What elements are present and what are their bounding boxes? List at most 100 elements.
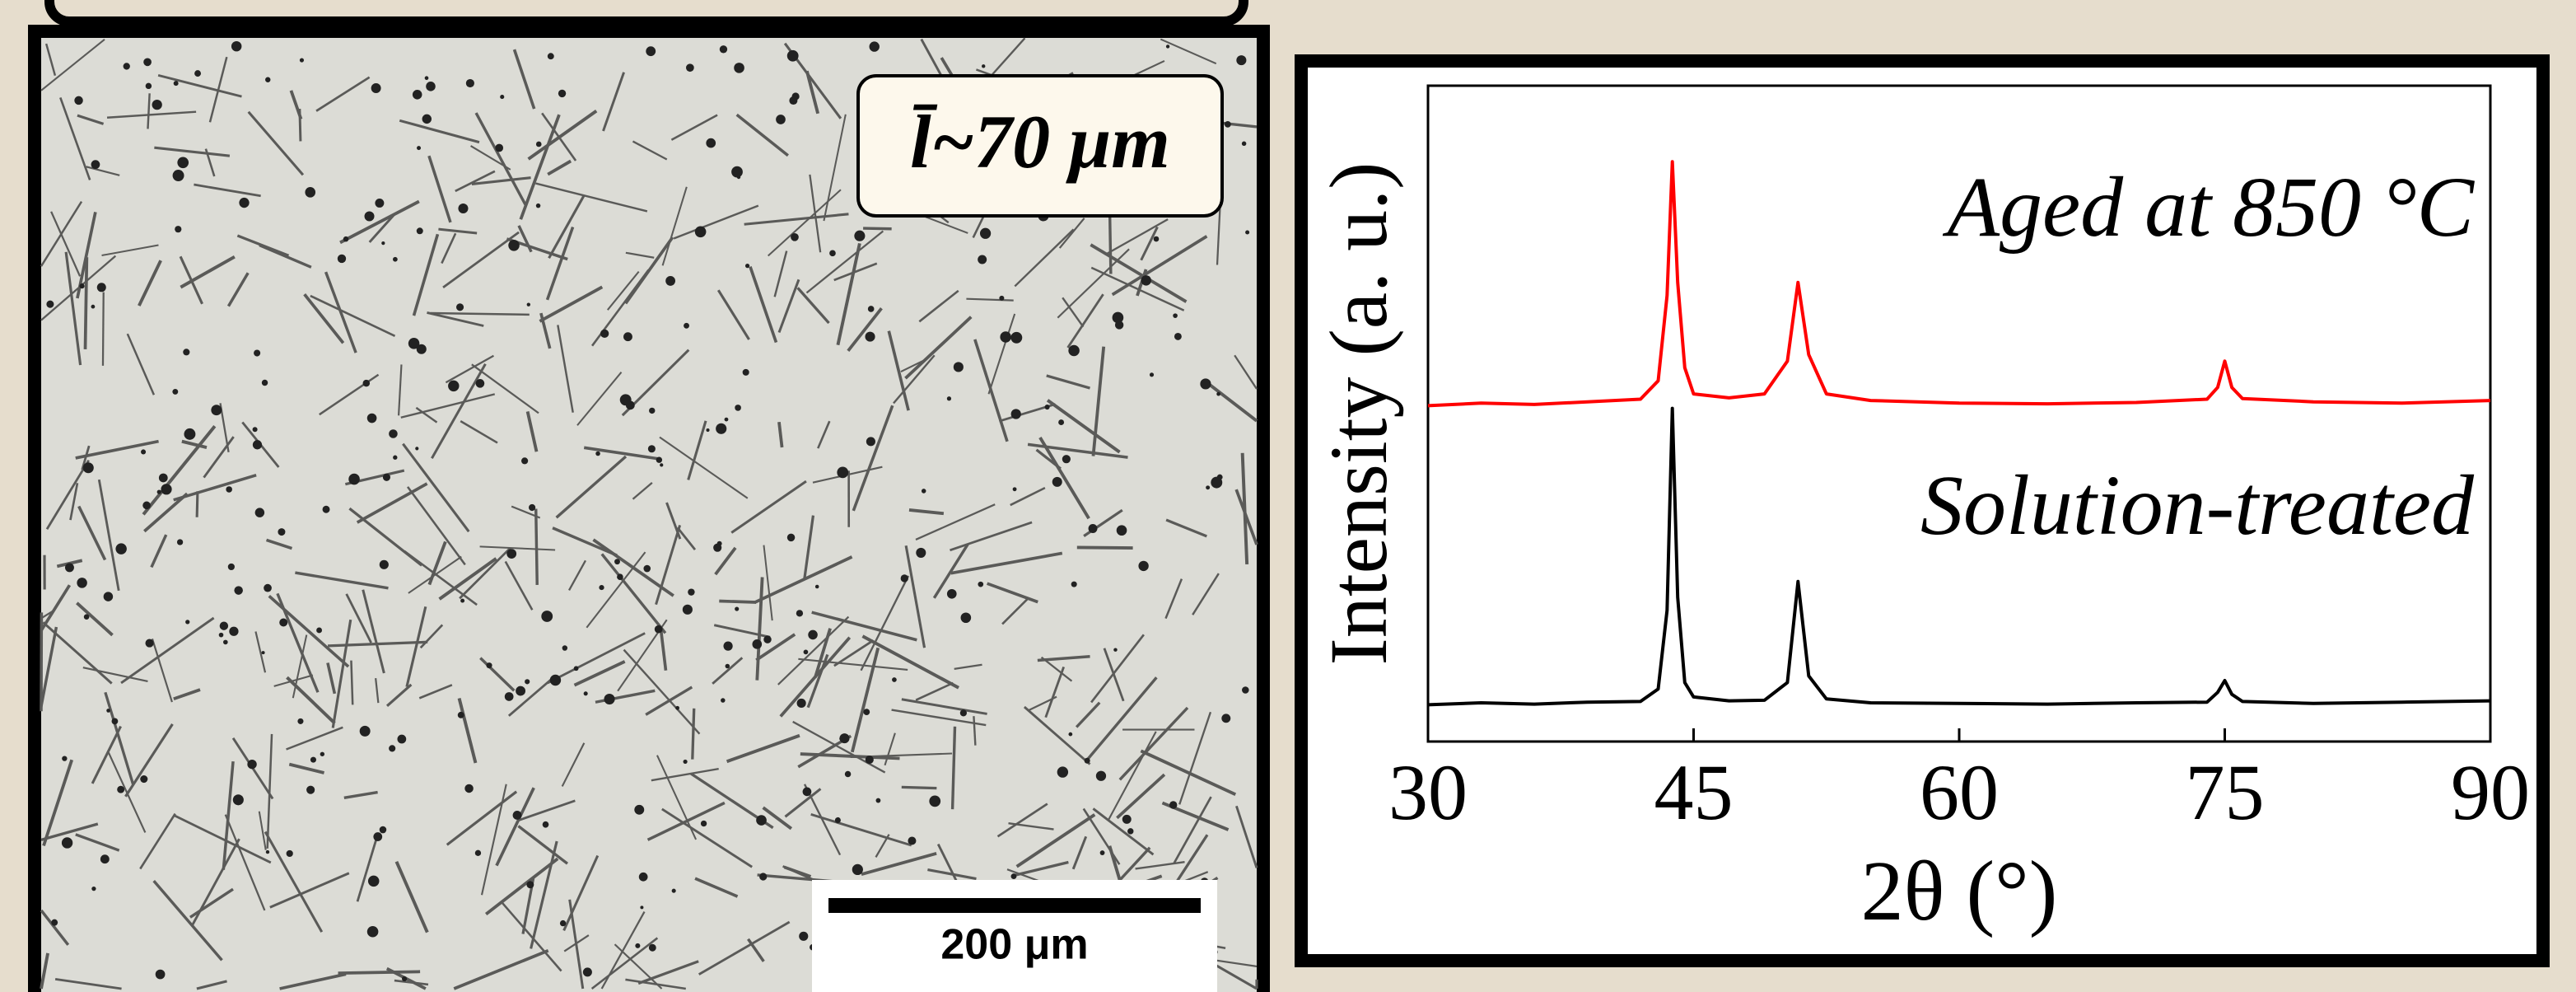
inclusion [1225,121,1231,128]
inclusion [177,539,183,545]
inclusion [513,811,522,820]
inclusion [185,620,189,624]
inclusion [837,467,848,479]
inclusion [1113,312,1124,324]
inclusion [723,642,732,651]
inclusion [815,585,819,589]
inclusion [371,83,381,93]
inclusion [1154,236,1160,242]
inclusion [947,589,957,599]
inclusion [731,166,743,178]
inclusion [229,627,238,636]
inclusion [688,588,694,595]
inclusion [91,887,96,891]
inclusion [1113,648,1117,651]
inclusion [266,850,269,854]
inclusion [999,296,1004,301]
inclusion [717,541,722,546]
inclusion [978,255,987,264]
inclusion [233,794,244,805]
inclusion [600,330,609,338]
inclusion [839,737,842,740]
inclusion [706,138,716,148]
inclusion [876,798,881,803]
inclusion [159,474,168,483]
grain-boundary [536,509,538,585]
inclusion [495,144,503,152]
inclusion [104,592,113,601]
inclusion [174,81,179,86]
inclusion [156,970,166,980]
inclusion [117,786,124,793]
inclusion [505,692,514,701]
inclusion [124,63,130,69]
inclusion [865,332,875,342]
inclusion [183,349,189,355]
inclusion [380,826,387,834]
inclusion [310,757,316,763]
inclusion [262,380,268,386]
inclusion [901,574,908,582]
inclusion [541,611,553,622]
inclusion [655,625,663,634]
inclusion [506,549,516,559]
grain-boundary [338,971,421,973]
inclusion [254,350,260,357]
inclusion [525,679,530,684]
inclusion [1242,142,1246,146]
inclusion [623,332,632,341]
inclusion [1085,758,1090,764]
inclusion [646,46,656,56]
inclusion [776,115,786,124]
inclusion [253,440,262,449]
inclusion [1236,55,1246,65]
inclusion [389,429,398,438]
inclusion [721,698,725,702]
inclusion [1206,485,1210,489]
inclusion [639,873,648,882]
inclusion [648,445,656,452]
inclusion [735,606,739,611]
inclusion [226,486,232,493]
inclusion [1138,561,1148,571]
inclusion [922,489,926,494]
inclusion [527,302,530,306]
inclusion [161,484,171,494]
inclusion [1011,409,1021,419]
inclusion [79,283,84,288]
inclusion [393,456,397,460]
inclusion [91,160,100,169]
scale-bar [828,898,1201,913]
inclusion [415,447,418,450]
inclusion [220,621,228,629]
inclusion [574,666,579,671]
grain-boundary [1077,547,1133,548]
inclusion [84,614,90,620]
inclusion [868,306,875,312]
inclusion [239,198,249,208]
inclusion [1010,332,1022,344]
inclusion [448,381,459,391]
grain-boundary [863,228,892,229]
inclusion [829,250,836,257]
grain-boundary [351,661,352,705]
inclusion [1068,345,1079,356]
inclusion [558,90,566,97]
inclusion [426,82,436,91]
inclusion [1169,801,1177,808]
inclusion [695,226,707,237]
inclusion [982,64,985,68]
series-label: Solution-treated [1920,458,2475,553]
inclusion [929,795,940,807]
inclusion [595,452,600,456]
inclusion [672,889,676,893]
x-tick-label: 60 [1920,748,1999,836]
inclusion [725,418,729,422]
inclusion [184,428,195,440]
grain-boundary [902,787,937,788]
inclusion [323,506,330,513]
inclusion [112,718,119,724]
scale-bar-label: 200 μm [940,921,1088,969]
inclusion [1173,313,1178,318]
inclusion [1100,850,1105,855]
